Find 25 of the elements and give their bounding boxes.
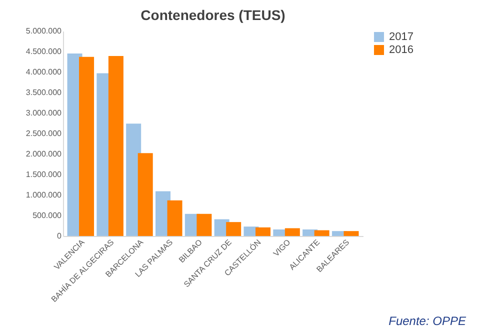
y-tick-label: 1.500.000 bbox=[26, 170, 62, 179]
y-tick-label: 500.000 bbox=[32, 211, 62, 220]
bar bbox=[256, 227, 270, 236]
bar bbox=[167, 200, 182, 236]
legend-label: 2016 bbox=[389, 44, 414, 56]
y-tick-label: 4.500.000 bbox=[26, 47, 62, 56]
y-tick-label: 2.500.000 bbox=[26, 129, 62, 138]
bar bbox=[344, 231, 359, 236]
y-tick-label: 3.500.000 bbox=[26, 88, 62, 97]
source-note: Fuente: OPPE bbox=[388, 314, 466, 328]
bar bbox=[138, 153, 153, 236]
y-tick-label: 2.000.000 bbox=[26, 150, 62, 158]
chart-title: Contenedores (TEUS) bbox=[140, 7, 286, 23]
y-tick-label: 0 bbox=[57, 232, 62, 240]
bar bbox=[284, 228, 300, 236]
legend-label: 2017 bbox=[389, 31, 414, 43]
y-tick-label: 4.000.000 bbox=[26, 68, 62, 76]
y-tick-label: 3.000.000 bbox=[26, 108, 62, 118]
bar bbox=[226, 222, 242, 236]
y-tick-label: 1.000.000 bbox=[26, 190, 62, 200]
y-tick-label: 5.000.000 bbox=[26, 26, 62, 36]
bar bbox=[314, 230, 330, 236]
bar bbox=[108, 56, 124, 236]
bar bbox=[196, 214, 212, 236]
bar bbox=[79, 56, 94, 236]
